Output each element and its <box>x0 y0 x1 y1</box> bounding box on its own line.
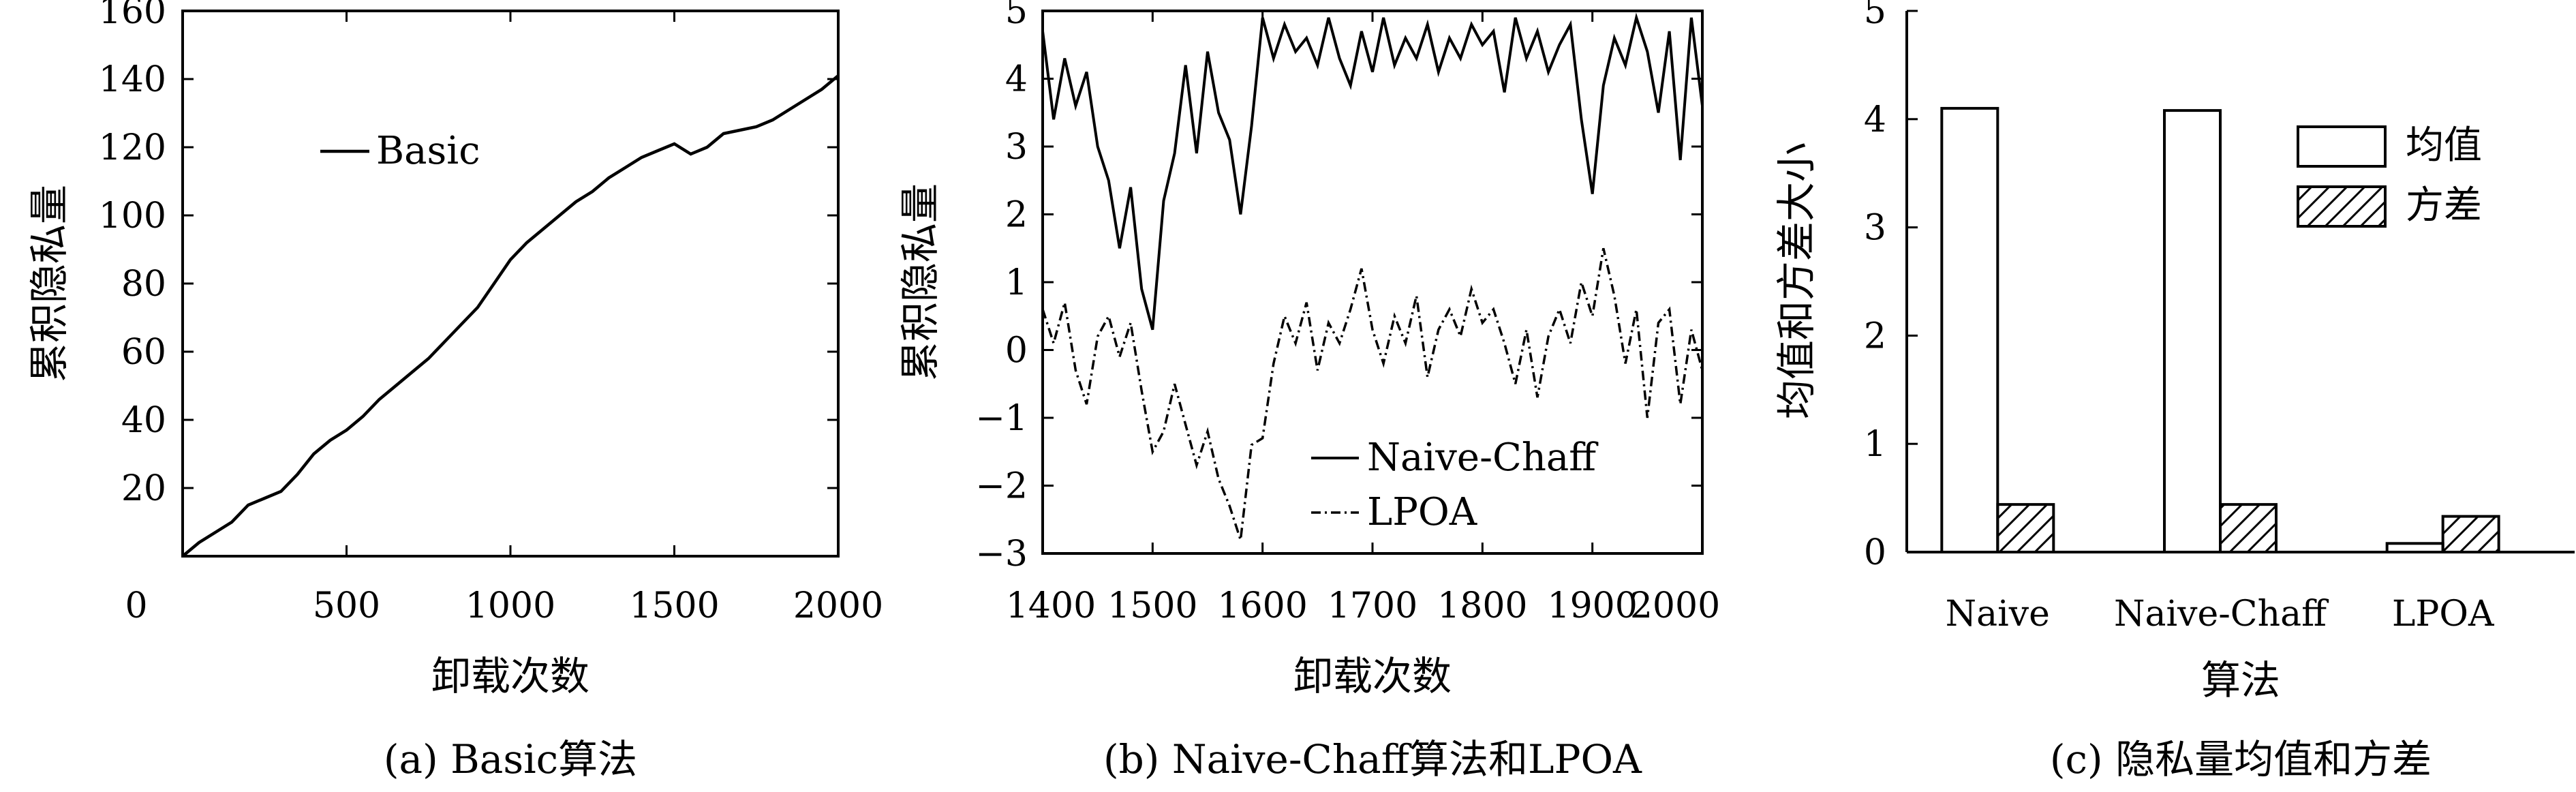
panel-b-x-axis-label: 卸载次数 <box>1293 653 1452 699</box>
panel-c-legend-swatch-mean <box>2297 125 2387 168</box>
panel-a-x-axis-label: 卸载次数 <box>431 653 589 699</box>
panel-a: 20 40 60 80 100 120 140 160 0 500 1000 1500 2000 Ba… <box>26 0 883 782</box>
panel-b-y-tick-label: 4 <box>1005 59 1028 100</box>
panel-b-legend-label-naive-chaff: Naive-Chaff <box>1367 436 1599 480</box>
panel-c-y-tick-label: 1 <box>1864 424 1886 465</box>
panel-b-x-tick-label: 1500 <box>1107 585 1197 626</box>
panel-c-y-tick-label: 0 <box>1864 532 1886 573</box>
panel-b-y-tick-label: 5 <box>1005 0 1028 32</box>
panel-b-caption: (b) Naive-Chaff算法和LPOA <box>1103 736 1642 782</box>
panel-b-x-tick-label: 1700 <box>1328 585 1417 626</box>
panel-b-x-tick-label: 1600 <box>1217 585 1307 626</box>
panel-a-legend-label: Basic <box>376 129 480 173</box>
panel-c-bar-variance <box>1996 503 2055 553</box>
panel-b-legend: Naive-Chaff LPOA <box>1311 436 1599 534</box>
panel-a-y-tick-label: 80 <box>121 264 166 305</box>
panel-c-bar-variance <box>2219 503 2278 553</box>
panel-c-legend-label-variance: 方差 <box>2406 183 2482 228</box>
panel-b-y-axis-label: 累积隐私量 <box>897 183 943 381</box>
panel-a-y-tick-label: 100 <box>99 196 166 237</box>
panel-c-category-label: LPOA <box>2392 594 2495 635</box>
panel-b-y-tick-label: −2 <box>975 466 1028 507</box>
panel-b-lpoa-series-line <box>1041 247 1704 540</box>
panel-a-x-tick-label: 1000 <box>465 585 555 626</box>
panel-c-category-labels: Naive Naive-Chaff LPOA <box>1946 594 2495 635</box>
panel-a-x-tick-label: 1500 <box>629 585 719 626</box>
panel-a-x-ticks: 0 500 1000 1500 2000 <box>125 11 883 626</box>
panel-c-y-ticks: 0 1 2 3 4 5 <box>1864 0 1918 573</box>
panel-b-y-tick-label: −1 <box>975 398 1028 439</box>
panel-c: 0 1 2 3 4 5 Naive Naive-Chaff LPOA 均值 方差 算法 均值和… <box>1773 0 2575 782</box>
panel-b-y-tick-label: 1 <box>1005 262 1028 303</box>
panel-a-y-tick-label: 60 <box>121 332 166 373</box>
panel-c-category-label: Naive <box>1946 594 2050 635</box>
panel-b-legend-label-lpoa: LPOA <box>1367 490 1477 534</box>
panel-b-x-tick-label: 2000 <box>1630 585 1720 626</box>
panel-a-y-ticks: 20 40 60 80 100 120 140 160 <box>99 0 838 509</box>
panel-b-y-tick-label: 0 <box>1005 331 1028 371</box>
panel-c-bars <box>1940 106 2500 554</box>
panel-a-y-tick-label: 160 <box>99 0 166 32</box>
panel-c-y-axis-label: 均值和方差大小 <box>1773 142 1820 419</box>
panel-c-x-axis-label: 算法 <box>2201 657 2280 703</box>
panel-c-legend: 均值 方差 <box>2297 123 2482 228</box>
panel-b: −3 −2 −1 0 1 2 3 4 5 1400 1500 1600 1700 1800 1900200… <box>897 0 1720 782</box>
panel-b-y-tick-label: 2 <box>1005 195 1028 236</box>
panel-c-category-label: Naive-Chaff <box>2114 594 2329 635</box>
panel-b-y-ticks: −3 −2 −1 0 1 2 3 4 5 <box>975 0 1702 575</box>
panel-a-y-tick-label: 120 <box>99 127 166 168</box>
panel-c-bar-variance <box>2441 515 2500 554</box>
panel-c-legend-label-mean: 均值 <box>2406 123 2482 168</box>
panel-c-legend-swatch-variance <box>2297 185 2387 228</box>
panel-b-naive-chaff-series-line <box>1041 12 1704 331</box>
panel-b-x-tick-label: 1900 <box>1547 585 1637 626</box>
panel-a-x-tick-label: 500 <box>313 585 380 626</box>
panel-a-y-tick-label: 40 <box>121 400 166 441</box>
panel-b-y-tick-label: 3 <box>1005 127 1028 168</box>
panel-a-basic-series-line <box>181 74 840 558</box>
panel-a-legend: Basic <box>320 129 480 173</box>
panel-a-plot-frame <box>181 10 840 558</box>
panel-a-x-tick-label: 2000 <box>793 585 883 626</box>
panel-a-caption: (a) Basic算法 <box>384 736 637 782</box>
panel-a-y-tick-label: 20 <box>121 468 166 509</box>
panel-c-y-tick-label: 4 <box>1864 100 1886 140</box>
panel-c-caption: (c) 隐私量均值和方差 <box>2050 736 2432 782</box>
panel-b-x-tick-label: 1800 <box>1437 585 1527 626</box>
panel-c-bar-mean <box>1940 106 1999 554</box>
panel-c-y-tick-label: 2 <box>1864 316 1886 356</box>
panel-a-y-axis-label: 累积隐私量 <box>26 185 72 382</box>
panel-a-y-tick-label: 140 <box>99 59 166 100</box>
panel-a-x-tick-label: 0 <box>125 585 147 626</box>
panel-c-y-tick-label: 3 <box>1864 208 1886 249</box>
panel-c-bar-mean <box>2163 109 2222 553</box>
panel-b-x-tick-label: 1400 <box>1006 585 1096 626</box>
panel-c-y-tick-label: 5 <box>1864 0 1886 32</box>
panel-b-y-tick-label: −3 <box>975 534 1028 575</box>
